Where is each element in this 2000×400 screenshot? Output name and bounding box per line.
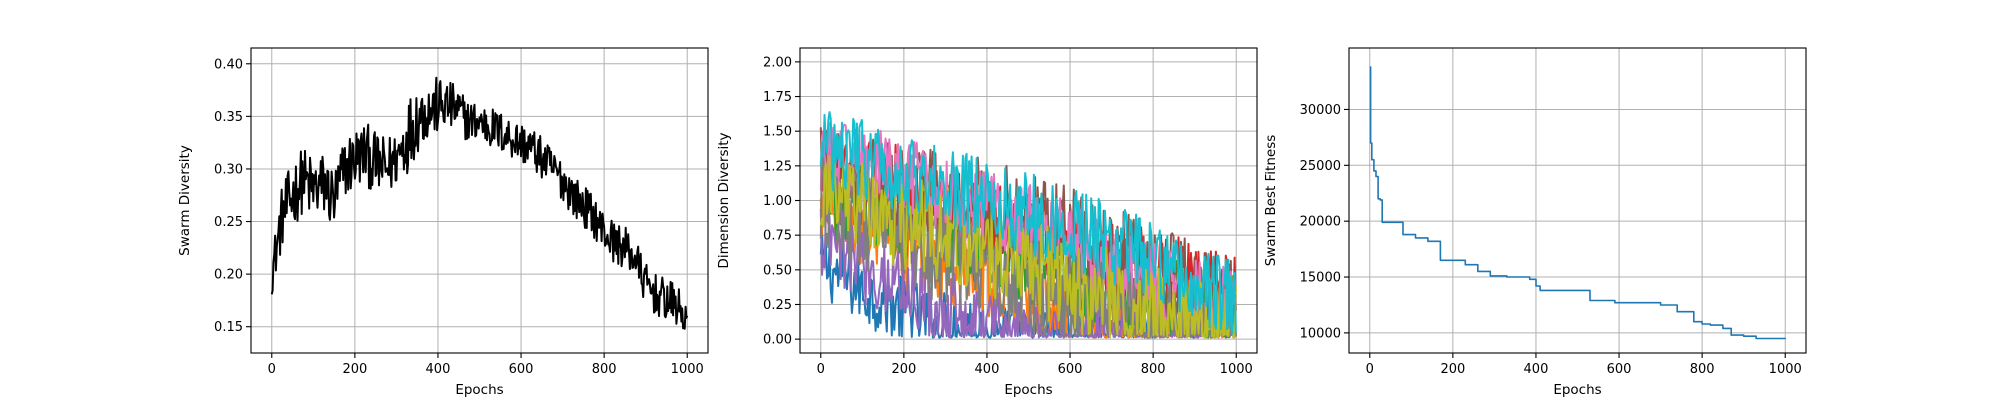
swarm-diversity-y-tick-label: 0.35 [214, 110, 243, 125]
swarm-best-fitness-y-tick-label: 30000 [1300, 103, 1341, 118]
dimension-diversity-y-tick-label: 2.00 [763, 55, 792, 70]
swarm-diversity-x-tick-label: 1000 [671, 362, 704, 377]
swarm-diversity-x-tick-label: 0 [268, 362, 276, 377]
swarm-diversity-x-axis-label: Epochs [455, 382, 503, 398]
dimension-diversity-chart: 0 200 400 600 800 1000 0.00 0.25 0.50 0.75 1.00 1.2… [716, 47, 1258, 398]
dimension-diversity-y-tick-label: 1.00 [763, 194, 792, 209]
swarm-diversity-x-tick-label: 800 [592, 362, 617, 377]
dimension-diversity-x-tick-label: 800 [1141, 362, 1166, 377]
dimension-diversity-y-tick-label: 0.25 [763, 298, 792, 313]
swarm-diversity-y-axis-label: Swarm Diversity [177, 145, 193, 256]
swarm-diversity-y-tick-label: 0.40 [214, 57, 243, 72]
dimension-diversity-x-axis-label: Epochs [1004, 382, 1052, 398]
dimension-diversity-x-tick-label: 200 [891, 362, 916, 377]
dimension-diversity-series-line-10 [819, 111, 1237, 335]
dimension-diversity-x-tick-label: 0 [817, 362, 825, 377]
swarm-best-fitness-series-line-1 [1369, 66, 1786, 340]
swarm-diversity-y-tick-label: 0.25 [214, 215, 243, 230]
swarm-diversity-series-line-1 [270, 76, 689, 330]
dimension-diversity-y-tick-label: 1.25 [763, 159, 792, 174]
dimension-diversity-x-tick-label: 400 [975, 362, 1000, 377]
swarm-best-fitness-axes-frame [1348, 47, 1807, 354]
swarm-diversity-x-tick-label: 400 [426, 362, 451, 377]
dimension-diversity-x-tick-label: 600 [1058, 362, 1083, 377]
dimension-diversity-y-tick-label: 0.00 [763, 333, 792, 348]
dimension-diversity-y-axis-label: Dimension Diversity [716, 132, 732, 268]
dimension-diversity-series-line-9 [819, 153, 1237, 339]
dimension-diversity-y-tick-label: 0.75 [763, 229, 792, 244]
swarm-best-fitness-y-tick-label: 25000 [1300, 159, 1341, 174]
swarm-best-fitness-y-tick-label: 10000 [1300, 326, 1341, 341]
swarm-diversity-y-tick-label: 0.30 [214, 162, 243, 177]
swarm-best-fitness-x-axis-label: Epochs [1553, 382, 1601, 398]
swarm-diversity-y-tick-label: 0.15 [214, 320, 243, 335]
swarm-diversity-x-tick-label: 200 [342, 362, 367, 377]
swarm-best-fitness-x-tick-label: 400 [1524, 362, 1549, 377]
dimension-diversity-x-tick-label: 1000 [1220, 362, 1253, 377]
swarm-best-fitness-y-axis-label: Swarm Best Fitness [1263, 135, 1279, 267]
dimension-diversity-y-tick-label: 0.50 [763, 263, 792, 278]
swarm-best-fitness-y-tick-label: 15000 [1300, 271, 1341, 286]
swarm-best-fitness-x-tick-label: 0 [1366, 362, 1374, 377]
swarm-best-fitness-x-tick-label: 800 [1690, 362, 1715, 377]
swarm-best-fitness-x-tick-label: 600 [1607, 362, 1632, 377]
swarm-best-fitness-y-tick-label: 20000 [1300, 215, 1341, 230]
dimension-diversity-y-tick-label: 1.50 [763, 125, 792, 140]
swarm-diversity-axes-frame [250, 47, 709, 354]
swarm-best-fitness-chart: 0 200 400 600 800 1000 10000 15000 20000 25000 300… [1263, 47, 1807, 398]
swarm-diversity-x-tick-label: 600 [509, 362, 534, 377]
swarm-diversity-y-tick-label: 0.20 [214, 268, 243, 283]
swarm-diversity-chart: 0 200 400 600 800 1000 0.15 0.20 0.25 0.30 0.35 0.4… [177, 47, 709, 398]
swarm-best-fitness-x-tick-label: 1000 [1769, 362, 1802, 377]
swarm-best-fitness-x-tick-label: 200 [1440, 362, 1465, 377]
dimension-diversity-y-tick-label: 1.75 [763, 90, 792, 105]
